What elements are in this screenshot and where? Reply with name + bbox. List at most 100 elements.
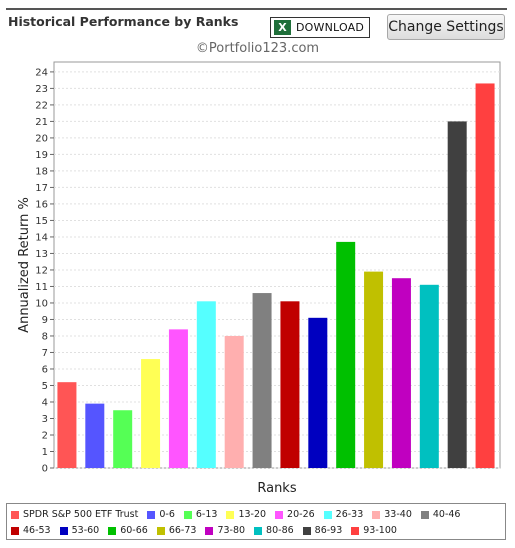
legend-label: 40-46 xyxy=(432,509,461,520)
y-tick-label: 15 xyxy=(35,216,48,227)
legend-swatch xyxy=(323,511,332,519)
page-title: Historical Performance by Ranks xyxy=(8,14,239,29)
legend-swatch xyxy=(147,511,156,519)
y-tick-label: 1 xyxy=(42,447,48,458)
legend-swatch xyxy=(254,527,263,535)
bar-93-100 xyxy=(475,83,495,468)
bar-26-33 xyxy=(196,301,216,468)
legend-swatch xyxy=(226,511,235,519)
y-tick-label: 10 xyxy=(35,298,48,309)
legend-label: 73-80 xyxy=(217,525,246,536)
change-settings-button[interactable]: Change Settings xyxy=(387,14,505,40)
legend-row: SPDR S&P 500 ETF Trust 0-6 6-13 13-20 20-26 2… xyxy=(11,507,501,539)
legend-label: 93-100 xyxy=(363,525,397,536)
legend-item: 13-20 xyxy=(226,507,266,523)
download-label: DOWNLOAD xyxy=(296,21,365,34)
legend-item: 93-100 xyxy=(351,523,397,539)
legend-label: 53-60 xyxy=(71,525,100,536)
bar-73-80 xyxy=(391,278,411,468)
x-axis-label: Ranks xyxy=(257,481,296,496)
y-tick-label: 20 xyxy=(35,133,48,144)
legend-item: 20-26 xyxy=(275,507,315,523)
y-tick-label: 12 xyxy=(35,265,48,276)
bar-13-20 xyxy=(141,359,161,468)
watermark: ©Portfolio123.com xyxy=(195,41,320,56)
legend-item: 53-60 xyxy=(59,523,100,539)
bar-6-13 xyxy=(113,410,133,468)
legend-item: 66-73 xyxy=(156,523,197,539)
legend-item: 40-46 xyxy=(420,507,461,523)
y-tick-label: 0 xyxy=(42,464,48,475)
y-tick-label: 18 xyxy=(35,166,48,177)
legend-swatch xyxy=(156,527,165,535)
legend-label: 60-66 xyxy=(120,525,148,536)
y-axis-label: Annualized Return % xyxy=(17,197,32,333)
y-tick-label: 6 xyxy=(42,364,48,375)
legend-label: SPDR S&P 500 ETF Trust xyxy=(23,509,139,520)
legend-swatch xyxy=(275,511,284,519)
bar-46-53 xyxy=(280,301,300,468)
bar-20-26 xyxy=(168,329,188,468)
y-tick-label: 14 xyxy=(35,232,48,243)
y-tick-label: 7 xyxy=(42,348,48,359)
legend-label: 66-73 xyxy=(168,525,197,536)
download-button[interactable]: X DOWNLOAD xyxy=(270,17,370,38)
legend-label: 86-93 xyxy=(314,525,343,536)
y-tick-label: 4 xyxy=(42,397,48,408)
bar-66-73 xyxy=(364,271,384,468)
legend-item: 0-6 xyxy=(147,507,175,523)
legend-swatch xyxy=(205,527,214,535)
legend-item: 46-53 xyxy=(11,523,51,539)
legend-item: 6-13 xyxy=(183,507,218,523)
legend-label: 26-33 xyxy=(335,509,364,520)
legend-swatch xyxy=(372,511,381,519)
legend-item: 80-86 xyxy=(254,523,294,539)
y-tick-label: 23 xyxy=(35,84,48,95)
bar-33-40 xyxy=(224,335,244,468)
y-tick-label: 21 xyxy=(35,117,48,128)
legend-swatch xyxy=(11,527,19,535)
legend-swatch xyxy=(183,511,192,519)
legend-item: 73-80 xyxy=(205,523,245,539)
legend-swatch xyxy=(59,527,68,535)
y-tick-label: 9 xyxy=(42,315,48,326)
legend-swatch xyxy=(351,527,360,535)
y-tick-label: 19 xyxy=(35,150,48,161)
legend-label: 80-86 xyxy=(266,525,294,536)
legend-label: 20-26 xyxy=(287,509,315,520)
bar-0-6 xyxy=(85,403,105,468)
legend-label: 6-13 xyxy=(195,509,218,520)
y-tick-label: 11 xyxy=(35,282,48,293)
excel-icon: X xyxy=(274,20,291,35)
bar-86-93 xyxy=(447,121,467,468)
y-tick-label: 22 xyxy=(35,100,48,111)
legend-item: SPDR S&P 500 ETF Trust xyxy=(11,507,138,523)
legend-label: 46-53 xyxy=(23,525,51,536)
legend-swatch xyxy=(420,511,429,519)
y-tick-label: 17 xyxy=(35,183,48,194)
legend-item: 33-40 xyxy=(372,507,412,523)
y-tick-label: 8 xyxy=(42,331,48,342)
y-tick-label: 3 xyxy=(42,414,48,425)
legend-item: 26-33 xyxy=(323,507,364,523)
y-tick-label: 5 xyxy=(42,381,48,392)
bar-53-60 xyxy=(308,317,328,468)
bar-80-86 xyxy=(419,284,439,468)
y-tick-label: 13 xyxy=(35,249,48,260)
bar-spdr-s-p-500-etf-trust xyxy=(57,382,77,468)
y-tick-label: 2 xyxy=(42,430,48,441)
legend-label: 33-40 xyxy=(384,509,412,520)
legend-label: 13-20 xyxy=(238,509,267,520)
bar-chart: 0123456789101112131415161718192021222324… xyxy=(17,61,501,496)
legend-swatch xyxy=(302,527,311,535)
y-tick-label: 24 xyxy=(35,67,48,78)
legend-item: 60-66 xyxy=(108,523,148,539)
bar-60-66 xyxy=(336,241,356,468)
header-rule xyxy=(6,8,507,10)
legend-swatch xyxy=(108,527,117,535)
chart-legend: SPDR S&P 500 ETF Trust 0-6 6-13 13-20 20-26 2… xyxy=(6,503,506,540)
bar-40-46 xyxy=(252,293,272,468)
y-tick-label: 16 xyxy=(35,199,48,210)
legend-item: 86-93 xyxy=(302,523,343,539)
legend-label: 0-6 xyxy=(159,509,175,520)
